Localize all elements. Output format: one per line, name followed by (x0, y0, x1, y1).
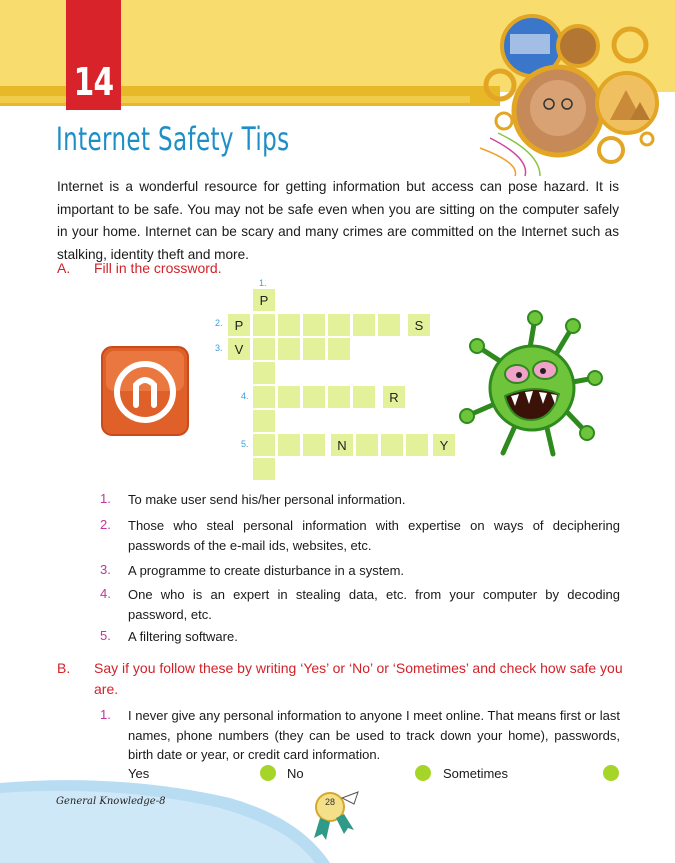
page-number: 28 (324, 797, 335, 807)
section-a-heading: Fill in the crossword. (94, 260, 222, 276)
virus-monster-icon (459, 310, 603, 457)
tiger-photo-icon (556, 24, 600, 68)
crossword-cell[interactable]: S (407, 313, 431, 337)
chapter-number: 14 (73, 60, 114, 104)
crossword-cell[interactable] (252, 313, 276, 337)
section-b-label: B. (57, 660, 71, 676)
crossword-cell[interactable] (302, 337, 326, 361)
clue-number: 1. (100, 491, 111, 506)
crossword-cell[interactable] (277, 313, 301, 337)
crossword-number: 2. (215, 318, 223, 328)
crossword-cell[interactable]: V (227, 337, 251, 361)
option-yes-radio[interactable] (260, 765, 276, 781)
clue-text: A programme to create disturbance in a s… (128, 563, 405, 578)
crossword-cell[interactable] (302, 433, 326, 457)
book-title: General Knowledge-8 (56, 796, 166, 807)
section-b-heading: Say if you follow these by writing ‘Yes’… (94, 660, 623, 697)
crossword-cell[interactable] (327, 337, 351, 361)
crossword-number: 1. (259, 278, 267, 288)
clue-number: 3. (100, 562, 111, 577)
crossword-cell[interactable] (277, 337, 301, 361)
header-decoration (479, 14, 659, 177)
crossword-cell[interactable] (277, 385, 301, 409)
crossword-cell[interactable] (352, 313, 376, 337)
crossword-cell[interactable] (252, 337, 276, 361)
crossword-cell[interactable] (377, 313, 401, 337)
crossword-cell[interactable]: P (227, 313, 251, 337)
footer-wave (0, 780, 330, 863)
crossword-cell[interactable]: N (330, 433, 354, 457)
crossword-cell[interactable] (277, 433, 301, 457)
crossword-number: 3. (215, 343, 223, 353)
crossword-cell[interactable] (352, 385, 376, 409)
crossword-cell[interactable] (327, 313, 351, 337)
at-sign-logo-icon (101, 346, 189, 436)
clue-text: One who is an expert in stealing data, e… (128, 587, 620, 622)
crossword-cell[interactable] (252, 433, 276, 457)
crossword-cell[interactable] (355, 433, 379, 457)
header-stripe-light (0, 96, 470, 103)
clue-text: Those who steal personal information wit… (128, 518, 620, 553)
clue-text: To make user send his/her personal infor… (128, 492, 406, 507)
option-sometimes-label: Sometimes (443, 766, 509, 781)
crossword-cell[interactable] (252, 409, 276, 433)
crossword-cell[interactable] (302, 313, 326, 337)
option-no-radio[interactable] (415, 765, 431, 781)
crossword-cell[interactable] (405, 433, 429, 457)
crossword-cell[interactable] (252, 457, 276, 481)
crossword-number: 5. (241, 439, 249, 449)
option-sometimes-radio[interactable] (603, 765, 619, 781)
crossword-cell[interactable]: R (382, 385, 406, 409)
intro-paragraph: Internet is a wonderful resource for get… (57, 179, 619, 262)
crossword-cell[interactable] (327, 385, 351, 409)
question-number: 1. (100, 707, 111, 722)
clue-number: 4. (100, 586, 111, 601)
page-badge-icon (314, 791, 359, 840)
chapter-tab (66, 0, 121, 110)
option-no-label: No (287, 766, 304, 781)
clue-text: A filtering software. (128, 629, 238, 644)
crossword-cell[interactable] (302, 385, 326, 409)
clue-number: 5. (100, 628, 111, 643)
crossword-cell[interactable] (380, 433, 404, 457)
option-yes-label: Yes (128, 766, 150, 781)
section-a-label: A. (57, 260, 71, 276)
crossword-cell[interactable] (252, 385, 276, 409)
clue-number: 2. (100, 517, 111, 532)
crossword-number: 4. (241, 391, 249, 401)
question-text: I never give any personal information to… (128, 708, 620, 762)
crossword-cell[interactable] (252, 361, 276, 385)
page-title: Internet Safety Tips (56, 120, 290, 158)
crossword-cell[interactable]: P (252, 288, 276, 312)
crossword-cell[interactable]: Y (432, 433, 456, 457)
